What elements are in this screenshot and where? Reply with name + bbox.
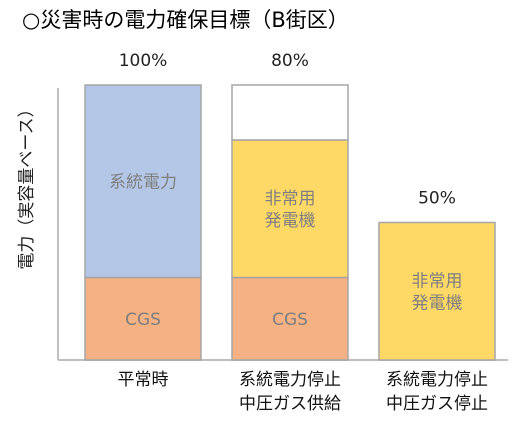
segment-label: 発電機	[265, 211, 316, 231]
y-axis-label: 電力（実容量ベース）	[17, 100, 37, 269]
bar-total-label: 80%	[271, 51, 309, 71]
bar-segment	[378, 221, 496, 361]
category-label: 系統電力停止	[386, 370, 488, 390]
category-label: 中圧ガス停止	[386, 394, 488, 414]
segment-label: 非常用	[412, 271, 463, 291]
bar-total-label: 50%	[418, 189, 456, 209]
segment-label: CGS	[125, 310, 161, 330]
bar-segment	[231, 139, 349, 279]
segment-label: 系統電力	[109, 172, 177, 192]
bar-segment	[84, 276, 202, 361]
bars-group: CGS系統電力100%平常時CGS非常用発電機80%系統電力停止中圧ガス供給非常…	[57, 51, 508, 414]
bar-segment	[84, 84, 202, 279]
category-label: 系統電力停止	[239, 370, 341, 390]
segment-label: 発電機	[412, 293, 463, 313]
bar-segment	[231, 84, 349, 141]
bar-total-label: 100%	[119, 51, 168, 71]
segment-label: CGS	[272, 310, 308, 330]
chart-title: ○災害時の電力確保目標（B街区）	[22, 8, 349, 32]
category-label: 平常時	[118, 370, 169, 390]
segment-label: 非常用	[265, 189, 316, 209]
category-label: 中圧ガス供給	[239, 394, 341, 414]
bar-segment	[231, 276, 349, 361]
